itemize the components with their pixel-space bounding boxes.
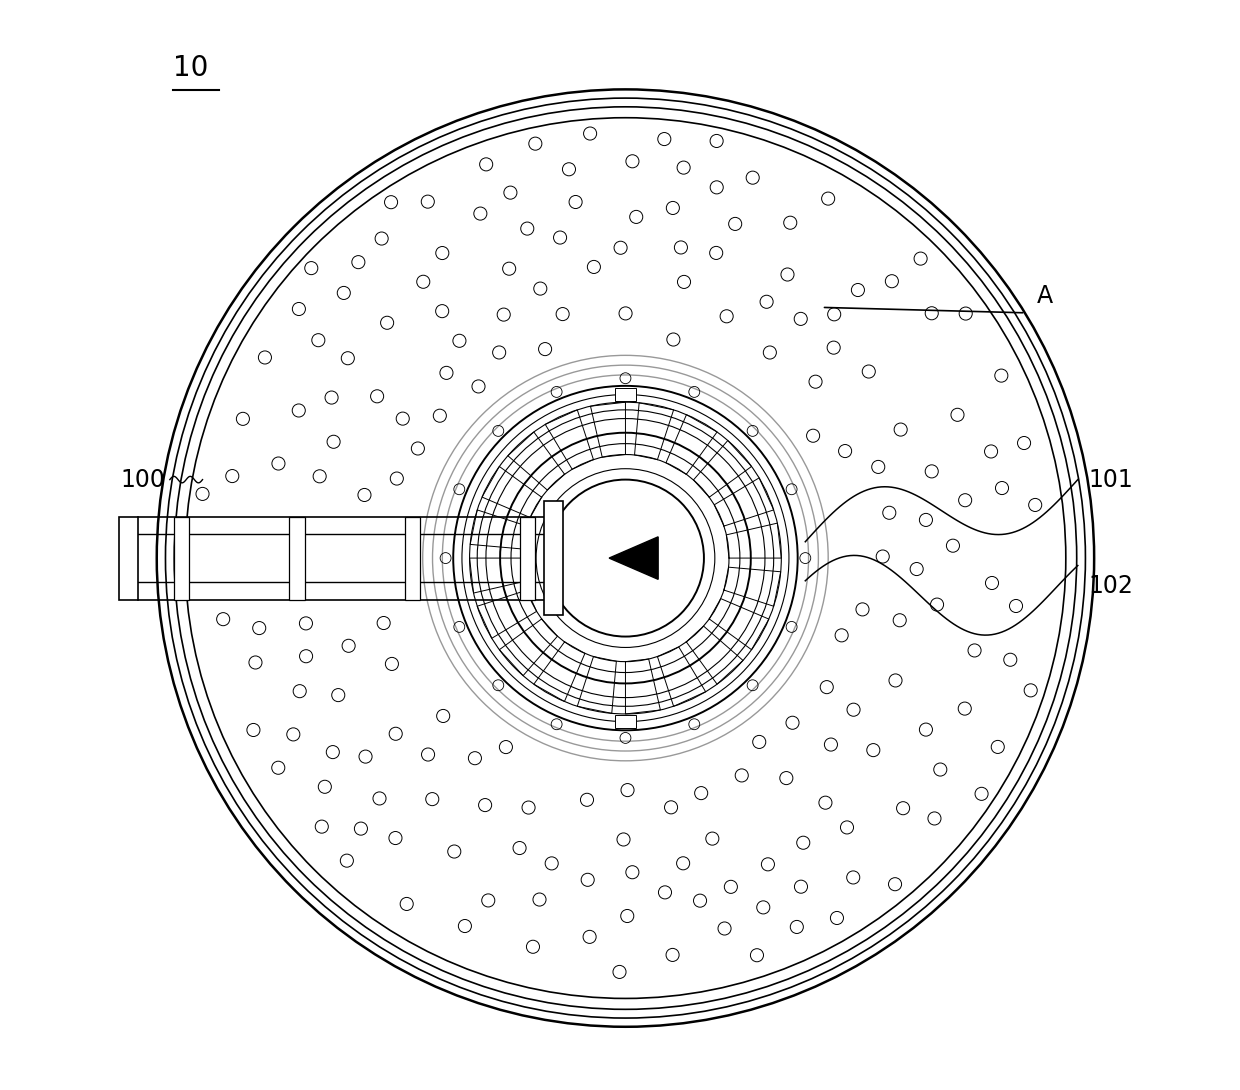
Bar (615, 715, 636, 728)
Text: 10: 10 (174, 54, 208, 83)
Bar (174, 517, 190, 600)
Text: 101: 101 (1089, 468, 1133, 492)
Bar (289, 517, 305, 600)
Bar (520, 517, 534, 600)
Bar (615, 388, 636, 401)
Text: 102: 102 (1089, 574, 1133, 598)
Polygon shape (609, 537, 658, 580)
Bar (543, 501, 563, 615)
Text: 100: 100 (120, 468, 166, 492)
Bar (119, 517, 138, 600)
Text: A: A (1037, 284, 1053, 308)
Bar (404, 517, 420, 600)
